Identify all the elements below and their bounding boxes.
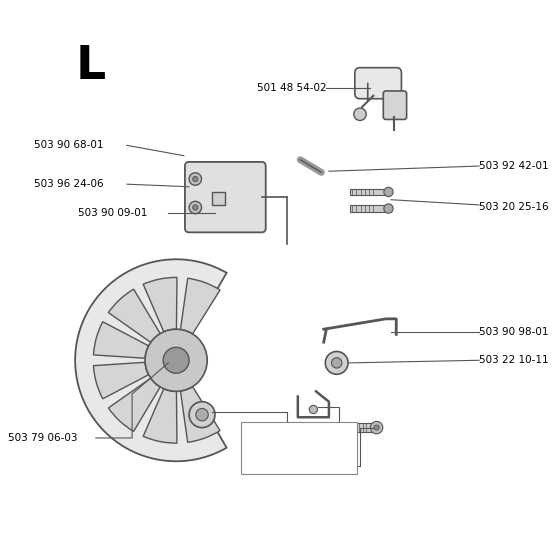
Wedge shape [109,289,160,342]
Text: 503 71 02-03: 503 71 02-03 [248,446,320,456]
Bar [212,192,225,205]
Wedge shape [94,362,148,399]
FancyBboxPatch shape [185,162,266,232]
Wedge shape [180,278,220,334]
Circle shape [332,358,342,368]
Circle shape [370,421,383,434]
Circle shape [189,201,202,214]
FancyBboxPatch shape [383,91,407,119]
Circle shape [163,347,189,373]
Text: 503 92 42-01: 503 92 42-01 [479,161,549,171]
Circle shape [189,402,215,428]
Circle shape [354,108,366,120]
Text: 503 20 25-16: 503 20 25-16 [479,203,549,212]
FancyBboxPatch shape [355,68,402,99]
Text: 503 22 10-11: 503 22 10-11 [479,355,549,365]
Circle shape [196,408,208,421]
Bar [339,423,373,432]
Text: (x2): (x2) [290,461,313,472]
Wedge shape [75,259,227,461]
FancyArrowPatch shape [300,160,321,172]
Circle shape [384,187,393,197]
Text: 503 90 09-01: 503 90 09-01 [78,208,148,218]
Bar [349,189,386,195]
Circle shape [193,205,198,210]
Text: 503 81 81-01: 503 81 81-01 [248,431,320,440]
Text: 503 79 06-03: 503 79 06-03 [8,433,78,443]
Wedge shape [94,322,148,358]
Bar [349,206,386,212]
Circle shape [325,352,348,374]
Text: 501 48 54-02: 501 48 54-02 [256,83,326,94]
Text: 503 90 68-01: 503 90 68-01 [34,141,104,150]
Circle shape [384,204,393,213]
Wedge shape [180,386,220,442]
Wedge shape [109,378,160,431]
Text: L: L [75,44,105,90]
Circle shape [309,405,318,414]
Text: (x2): (x2) [290,446,313,456]
Text: 503 96 24-06: 503 96 24-06 [34,179,104,189]
Circle shape [193,176,198,181]
Circle shape [374,425,379,430]
Circle shape [189,173,202,185]
FancyBboxPatch shape [241,422,357,474]
FancyArrowPatch shape [300,160,321,172]
Text: 503 90 98-01: 503 90 98-01 [479,327,549,337]
Wedge shape [143,389,177,443]
Circle shape [145,329,207,391]
Text: (x2): (x2) [290,431,313,440]
Wedge shape [143,277,177,332]
Text: 503 79 05-02: 503 79 05-02 [248,461,320,472]
